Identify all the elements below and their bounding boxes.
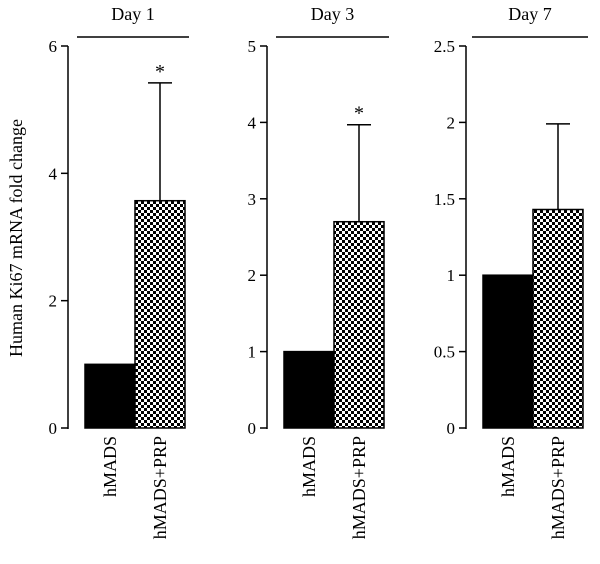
y-tick-label: 6: [49, 37, 58, 56]
y-tick-label: 4: [49, 164, 58, 183]
panel-title: Day 3: [311, 4, 355, 24]
x-category-label: hMADS+PRP: [349, 436, 369, 539]
panel-day-3: Day 7 0 0.5 1 1.5 2 2.5 hMADS hMADS+PRP: [434, 4, 588, 539]
y-axis-label: Human Ki67 mRNA fold change: [6, 119, 26, 357]
panel-title: Day 7: [508, 4, 552, 24]
y-tick-label: 2: [447, 113, 456, 132]
significance-marker: *: [155, 61, 165, 83]
y-tick-label: 0: [49, 419, 58, 438]
x-category-label: hMADS+PRP: [150, 436, 170, 539]
bar-hmads-prp: [333, 220, 385, 429]
x-category-label: hMADS: [100, 436, 120, 497]
y-tick-label: 2: [248, 266, 257, 285]
bar-hmads: [283, 350, 335, 429]
bar-hmads-prp: [532, 208, 584, 429]
significance-marker: *: [354, 103, 364, 125]
bar-hmads: [482, 274, 534, 429]
y-tick-label: 0: [447, 419, 456, 438]
x-category-label: hMADS: [498, 436, 518, 497]
y-tick-label: 5: [248, 37, 257, 56]
y-tick-label: 0: [248, 419, 257, 438]
y-tick-label: 2: [49, 292, 58, 311]
bar-hmads-prp: [134, 199, 186, 429]
y-tick-label: 0.5: [434, 343, 455, 362]
y-tick-label: 4: [248, 113, 257, 132]
y-tick-label: 1: [447, 266, 456, 285]
panel-title: Day 1: [111, 4, 155, 24]
y-tick-label: 1.5: [434, 190, 455, 209]
y-tick-label: 2.5: [434, 37, 455, 56]
y-tick-label: 1: [248, 343, 257, 362]
bar-hmads: [84, 363, 136, 429]
panel-day-1: Day 1 0 2 4 6 hMADS * hMADS+PRP: [49, 4, 189, 539]
x-category-label: hMADS+PRP: [548, 436, 568, 539]
y-tick-label: 3: [248, 190, 257, 209]
x-category-label: hMADS: [299, 436, 319, 497]
panel-day-2: Day 3 0 1 2 3 4 5 hMADS * hMADS+PRP: [248, 4, 389, 539]
